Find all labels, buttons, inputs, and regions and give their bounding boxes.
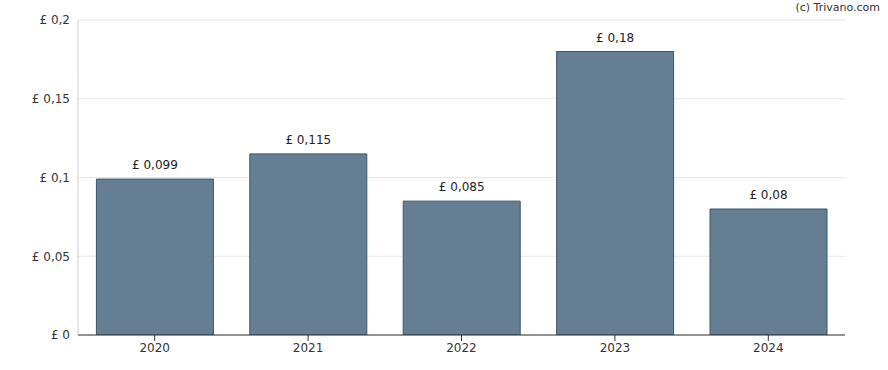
svg-text:£ 0,099: £ 0,099 <box>132 158 178 172</box>
svg-text:£ 0,15: £ 0,15 <box>32 92 70 106</box>
svg-text:2022: 2022 <box>446 341 477 355</box>
svg-text:2024: 2024 <box>753 341 784 355</box>
svg-text:2020: 2020 <box>139 341 170 355</box>
svg-text:£ 0,085: £ 0,085 <box>439 180 485 194</box>
svg-text:£ 0,115: £ 0,115 <box>285 133 331 147</box>
svg-text:£ 0,08: £ 0,08 <box>749 188 787 202</box>
svg-text:£ 0: £ 0 <box>51 328 70 342</box>
svg-text:£ 0,05: £ 0,05 <box>32 250 70 264</box>
svg-text:2023: 2023 <box>600 341 631 355</box>
svg-text:£ 0,2: £ 0,2 <box>39 13 70 27</box>
html-text:(c) Trivano.com: (c) Trivano.com <box>795 1 880 14</box>
svg-text:2021: 2021 <box>293 341 324 355</box>
svg-text:£ 0,1: £ 0,1 <box>39 171 70 185</box>
svg-text:£ 0,18: £ 0,18 <box>596 31 634 45</box>
